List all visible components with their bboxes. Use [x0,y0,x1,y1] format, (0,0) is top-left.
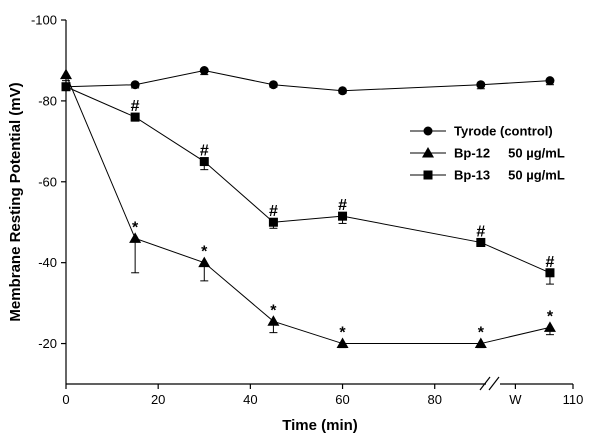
data-point [338,211,348,221]
data-point [476,80,486,90]
y-tick-label: -60 [38,174,57,189]
legend-marker [422,147,434,158]
significance-label: * [132,219,139,236]
significance-label: # [476,223,485,240]
x-axis-title: Time (min) [282,417,358,434]
significance-label: * [201,244,208,261]
legend-marker [423,126,433,136]
x-tick-label: 40 [243,392,257,407]
x-tick-label: 60 [335,392,349,407]
data-point [336,337,349,349]
significance-label: * [478,325,485,342]
data-point [545,76,555,86]
data-point [476,237,486,247]
significance-label: # [131,98,140,115]
y-axis-title: Membrane Resting Potential (mV) [7,82,24,321]
legend-label: Tyrode (control) [454,124,553,139]
data-point [130,80,140,90]
significance-label: * [339,325,346,342]
data-point [545,268,555,278]
axis-break-mark [479,376,500,391]
significance-label: # [269,203,278,220]
x-tick-label: W [509,392,522,407]
series-square: # # # # # # [61,82,555,285]
data-point [267,315,280,326]
axes [65,20,573,391]
data-point [268,217,278,227]
series-layer: * * * * * * # # # # # # [60,66,556,349]
data-point [543,321,556,332]
y-tick-label: -20 [38,336,57,351]
legend-marker [423,170,433,180]
data-point [61,82,71,92]
legend-item: Bp-13 50 µg/mL [410,168,565,183]
significance-label: # [546,254,555,271]
significance-label: * [270,302,277,319]
legend: Tyrode (control) Bp-12 50 µg/mL Bp-13 50 µ… [410,124,565,183]
data-point [60,68,72,80]
y-tick-label: -80 [38,93,57,108]
data-point [198,256,211,268]
data-point [199,157,209,167]
series-triangle: * * * * * * [60,68,556,349]
significance-label: # [200,143,209,160]
x-tick-label: 20 [151,392,165,407]
x-ticks: 0 20 40 60 80 W 110 [62,384,583,407]
data-point [199,66,209,76]
legend-item: Bp-12 50 µg/mL [410,146,565,161]
legend-label: Bp-12 50 µg/mL [454,146,565,161]
data-point [268,80,278,90]
significance-label: * [547,308,554,325]
y-ticks: -20 -40 -60 -80 -100 [31,13,66,351]
y-tick-label: -40 [38,255,57,270]
x-tick-label: 110 [563,392,584,407]
data-point [338,86,348,96]
legend-label: Bp-13 50 µg/mL [454,168,565,183]
data-point [130,112,140,122]
legend-item: Tyrode (control) [410,124,553,139]
series-circle [61,66,555,96]
significance-label: # [338,197,347,214]
data-point [474,337,487,349]
y-tick-label: -100 [31,13,57,28]
x-tick-label: 0 [62,392,69,407]
data-point [129,232,142,243]
x-tick-label: 80 [427,392,441,407]
